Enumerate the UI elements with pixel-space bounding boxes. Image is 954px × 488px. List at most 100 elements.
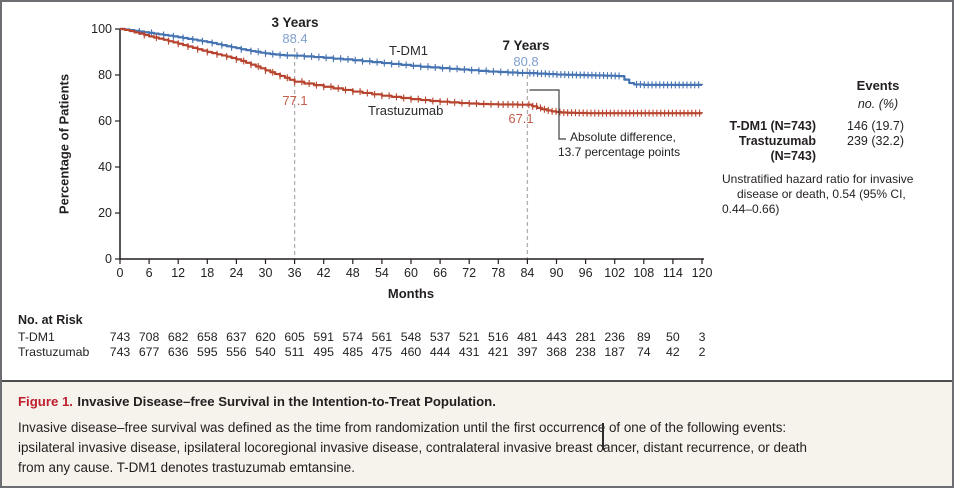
at-risk-count: 475 <box>371 345 393 359</box>
at-risk-count: 574 <box>342 330 364 344</box>
at-risk-count: 516 <box>488 330 509 344</box>
events-row-tdm1-label: T-DM1 (N=743) <box>729 119 816 133</box>
at-risk-count: 521 <box>458 330 480 344</box>
x-tick-label: 102 <box>604 266 626 280</box>
x-tick-label: 6 <box>145 266 153 280</box>
caption-body-line3: from any cause. T-DM1 denotes trastuzuma… <box>18 460 355 475</box>
annotation-3-years-label: 3 Years <box>271 15 319 30</box>
at-risk-count: 481 <box>517 330 538 344</box>
at-risk-row-tdm1-label: T-DM1 <box>18 330 55 344</box>
at-risk-count: 708 <box>138 330 160 344</box>
at-risk-count: 421 <box>488 345 509 359</box>
at-risk-count: 556 <box>226 345 247 359</box>
at-risk-count: 537 <box>429 330 451 344</box>
at-risk-count: 605 <box>284 330 305 344</box>
annotation-7-years-label: 7 Years <box>502 38 550 53</box>
at-risk-count: 485 <box>342 345 364 359</box>
y-tick-label: 60 <box>98 114 112 128</box>
y-tick-label: 20 <box>98 206 112 220</box>
at-risk-count: 397 <box>517 345 538 359</box>
events-subheader: no. (%) <box>857 97 899 111</box>
tdm1-curve-label: T-DM1 <box>389 43 428 58</box>
x-tick-label: 84 <box>520 266 535 280</box>
y-tick-label: 40 <box>98 160 112 174</box>
at-risk-count: 444 <box>429 345 451 359</box>
km-plot-canvas <box>115 27 704 264</box>
absolute-difference-line2: 13.7 percentage points <box>558 145 681 159</box>
at-risk-count: 460 <box>400 345 422 359</box>
events-row-trastuzumab-value: 239 (32.2) <box>847 134 904 148</box>
events-row-trastuzumab-label2: (N=743) <box>770 149 816 163</box>
x-tick-label: 66 <box>433 266 448 280</box>
at-risk-count: 637 <box>226 330 247 344</box>
figure-title: Invasive Disease–free Survival in the In… <box>77 394 496 409</box>
at-risk-count: 3 <box>698 330 706 344</box>
x-tick-label: 120 <box>691 266 713 280</box>
x-tick-label: 90 <box>549 266 564 280</box>
x-tick-label: 54 <box>374 266 389 280</box>
caption-body-line1: Invasive disease–free survival was defin… <box>18 420 787 435</box>
at-risk-count: 658 <box>197 330 218 344</box>
x-tick-label: 48 <box>345 266 360 280</box>
hazard-ratio-line3: 0.44–0.66) <box>722 202 780 216</box>
y-tick-label: 80 <box>98 68 112 82</box>
at-risk-count: 238 <box>575 345 596 359</box>
at-risk-count: 187 <box>604 345 625 359</box>
at-risk-title: No. at Risk <box>18 313 83 327</box>
figure-caption: Figure 1. Invasive Disease–free Survival… <box>2 380 952 486</box>
at-risk-row-trastuzumab-label: Trastuzumab <box>18 345 90 359</box>
caption-body-line2: ipsilateral invasive disease, ipsilatera… <box>18 440 807 455</box>
at-risk-count: 636 <box>167 345 189 359</box>
at-risk-count: 42 <box>666 345 680 359</box>
annotation-3-years-tdm1-value: 88.4 <box>282 31 308 46</box>
at-risk-count: 561 <box>371 330 393 344</box>
at-risk-count: 682 <box>167 330 189 344</box>
at-risk-count: 743 <box>109 330 131 344</box>
at-risk-count: 591 <box>313 330 334 344</box>
at-risk-count: 548 <box>400 330 422 344</box>
at-risk-count: 443 <box>546 330 567 344</box>
x-tick-label: 30 <box>258 266 273 280</box>
at-risk-count: 368 <box>546 345 567 359</box>
no-at-risk-table: No. at Risk T-DM1 Trastuzumab 743 708 682 6… <box>2 308 952 376</box>
x-tick-label: 36 <box>287 266 302 280</box>
hazard-ratio-line2: disease or death, 0.54 (95% CI, <box>737 187 906 201</box>
at-risk-count: 431 <box>458 345 480 359</box>
at-risk-count: 595 <box>197 345 218 359</box>
absolute-difference-line1: Absolute difference, <box>570 130 676 144</box>
x-axis-title: Months <box>387 286 435 301</box>
events-row-trastuzumab-label: Trastuzumab <box>738 134 816 148</box>
text-cursor <box>602 423 604 450</box>
annotation-7-years-tdm1-value: 80.8 <box>513 54 539 69</box>
at-risk-count: 620 <box>255 330 276 344</box>
at-risk-count: 540 <box>255 345 276 359</box>
y-tick-label: 0 <box>105 252 112 266</box>
y-tick-label: 100 <box>91 22 112 36</box>
x-tick-label: 12 <box>171 266 186 280</box>
difference-bracket <box>529 89 566 140</box>
at-risk-count: 495 <box>313 345 334 359</box>
figure-label: Figure 1. <box>18 394 73 409</box>
events-header: Events <box>856 78 900 93</box>
x-tick-label: 78 <box>491 266 506 280</box>
x-tick-label: 114 <box>662 266 683 280</box>
x-tick-label: 108 <box>633 266 655 280</box>
caption-body: Invasive disease–free survival was defin… <box>18 418 936 478</box>
at-risk-count: 236 <box>604 330 625 344</box>
at-risk-count: 743 <box>109 345 131 359</box>
at-risk-count: 281 <box>575 330 596 344</box>
km-plot: Percentage of Patients 3 Years 88.4 77.1… <box>2 2 952 310</box>
y-axis-title: Percentage of Patients <box>56 73 72 215</box>
trastuzumab-curve-label: Trastuzumab <box>368 103 444 118</box>
at-risk-count: 50 <box>666 330 680 344</box>
annotation-7-years-trastuzumab-value: 67.1 <box>508 111 534 126</box>
events-panel: Events no. (%) T-DM1 (N=743) 146 (19.7) … <box>702 72 950 232</box>
at-risk-count: 511 <box>284 345 305 359</box>
x-tick-label: 96 <box>578 266 593 280</box>
at-risk-count: 74 <box>636 345 651 359</box>
x-tick-label: 60 <box>404 266 418 280</box>
at-risk-count: 677 <box>138 345 160 359</box>
at-risk-count: 89 <box>636 330 651 344</box>
caption-title-line: Figure 1. Invasive Disease–free Survival… <box>18 393 936 411</box>
